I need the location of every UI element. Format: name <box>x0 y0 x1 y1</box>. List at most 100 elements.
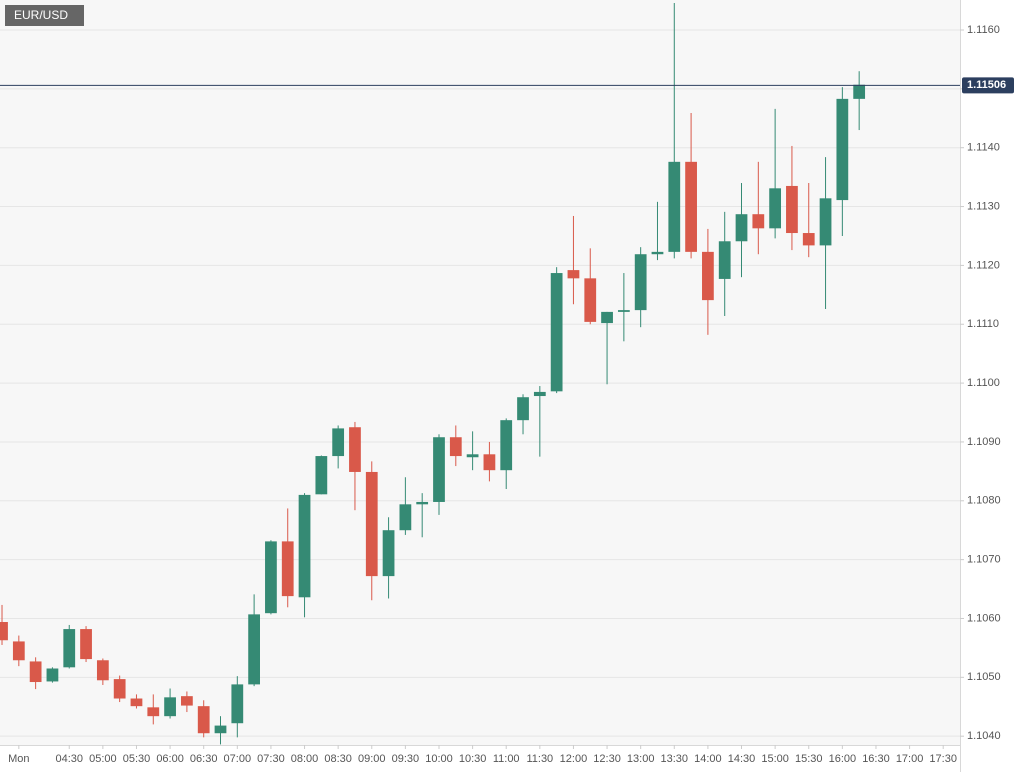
x-tick-label: 12:30 <box>593 753 621 765</box>
candle-body <box>533 391 546 397</box>
y-tick-label: 1.1110 <box>967 318 999 330</box>
candle-body <box>449 437 462 457</box>
y-tick-label: 1.1160 <box>967 24 1000 36</box>
candle-body <box>567 270 580 279</box>
candle-body <box>231 684 244 724</box>
x-tick-label: 08:00 <box>291 753 319 765</box>
x-tick-label: 11:30 <box>526 753 553 765</box>
x-tick-label: 11:00 <box>493 753 520 765</box>
candle-body <box>735 214 748 242</box>
x-tick-label: 06:30 <box>190 753 218 765</box>
candles <box>0 2 866 745</box>
x-tick-label: 06:00 <box>156 753 184 765</box>
last-price-badge <box>962 77 1014 94</box>
candle-body <box>483 454 496 471</box>
candle-body <box>365 471 378 577</box>
candle-body <box>836 98 849 201</box>
candle-body <box>113 679 126 699</box>
y-tick-label: 1.1070 <box>967 554 1001 566</box>
candle-body <box>315 456 328 495</box>
y-tick-label: 1.1050 <box>967 671 1001 683</box>
candle-body <box>769 188 782 229</box>
candle-body <box>752 214 765 229</box>
candle-body <box>550 273 563 392</box>
symbol-badge <box>5 5 84 26</box>
candle-body <box>466 454 479 458</box>
y-tick-label: 1.1140 <box>967 142 1000 154</box>
x-tick-label: 17:00 <box>896 753 924 765</box>
x-tick-label: 13:00 <box>627 753 655 765</box>
x-tick-label: 05:30 <box>123 753 151 765</box>
candle-body <box>164 697 176 717</box>
y-tick-label: 1.1100 <box>967 377 1000 389</box>
candle-body <box>517 397 529 421</box>
candle-body <box>0 622 8 641</box>
candle-body <box>685 161 697 252</box>
candle-body <box>668 161 681 252</box>
candle-body <box>197 706 210 734</box>
x-tick-label: 14:30 <box>728 753 756 765</box>
x-tick-label: Mon <box>8 753 29 765</box>
x-tick-label: 15:30 <box>795 753 823 765</box>
x-tick-label: 08:30 <box>324 753 352 765</box>
candle-body <box>819 198 832 246</box>
y-tick-label: 1.1060 <box>967 612 1001 624</box>
candle-body <box>382 530 395 577</box>
x-tick-label: 10:00 <box>425 753 453 765</box>
y-tick-label: 1.1080 <box>967 495 1001 507</box>
plot-area <box>0 0 960 745</box>
candle-body <box>718 241 731 279</box>
candle-body <box>298 494 311 598</box>
candle-body <box>634 254 647 311</box>
candle-body <box>332 428 345 457</box>
y-tick-label: 1.1130 <box>967 200 1000 212</box>
x-tick-label: 16:00 <box>829 753 857 765</box>
x-tick-label: 12:00 <box>560 753 588 765</box>
y-tick-label: 1.1090 <box>967 436 1001 448</box>
y-tick-label: 1.1120 <box>967 259 1000 271</box>
x-tick-label: 15:00 <box>761 753 789 765</box>
candle-body <box>349 427 361 472</box>
grid <box>0 29 960 737</box>
x-tick-label: 07:00 <box>224 753 252 765</box>
chart-title: EUR/USD <box>14 8 68 22</box>
candle-body <box>601 311 613 324</box>
candle-body <box>147 707 160 717</box>
candle-body <box>12 641 25 661</box>
x-tick-label: 04:30 <box>55 753 83 765</box>
candle-body <box>584 278 597 322</box>
candle-body <box>29 661 42 683</box>
y-tick-label: 1.1040 <box>967 730 1001 742</box>
candle-body <box>651 251 664 255</box>
candle-body <box>433 437 445 502</box>
candle-body <box>281 541 294 597</box>
candle-body <box>416 501 429 505</box>
candle-body <box>181 696 193 706</box>
x-tick-label: 13:30 <box>661 753 689 765</box>
candle-body <box>130 698 143 707</box>
candle-body <box>617 310 630 312</box>
x-tick-label: 17:30 <box>929 753 957 765</box>
candle-body <box>702 251 714 301</box>
x-tick-label: 07:30 <box>257 753 285 765</box>
candle-body <box>46 668 59 682</box>
last-price-label: 1.11506 <box>967 79 1006 91</box>
candle-body <box>500 420 513 471</box>
x-tick-label: 14:00 <box>694 753 722 765</box>
candle-body <box>63 629 76 668</box>
candle-body <box>265 541 277 614</box>
candle-body <box>248 614 260 685</box>
candle-body <box>853 84 866 99</box>
candle-body <box>214 725 227 734</box>
candle-body <box>786 185 798 234</box>
candle-body <box>399 504 412 531</box>
candle-body <box>802 233 815 246</box>
candle-body <box>96 660 109 681</box>
candle-body <box>80 629 92 660</box>
x-tick-label: 16:30 <box>862 753 890 765</box>
x-tick-label: 10:30 <box>459 753 487 765</box>
x-tick-label: 09:00 <box>358 753 386 765</box>
x-tick-label: 09:30 <box>392 753 420 765</box>
x-tick-label: 05:00 <box>89 753 117 765</box>
